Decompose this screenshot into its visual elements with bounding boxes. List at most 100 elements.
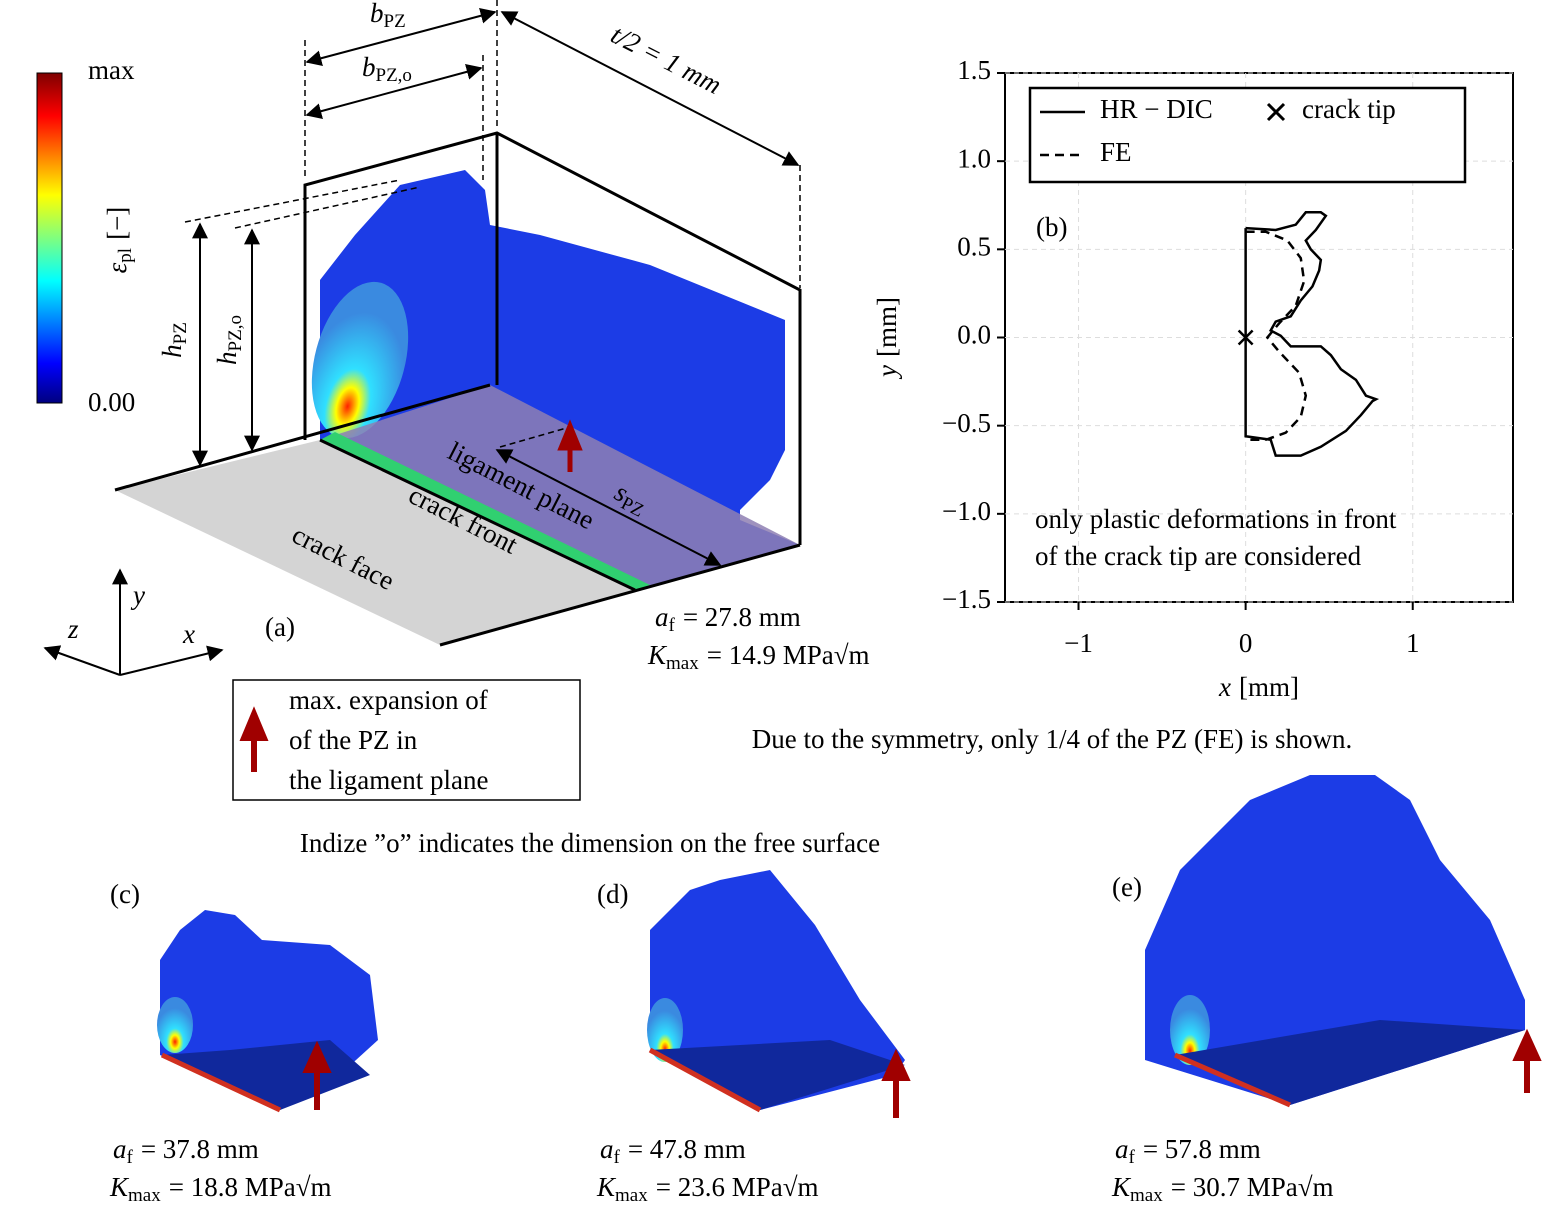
legend-box xyxy=(232,679,581,801)
axis-arrow xyxy=(43,645,121,676)
text: = 57.8 mm xyxy=(1143,1134,1261,1164)
legend-box-text: the ligament plane xyxy=(289,765,488,795)
text: = 27.8 mm xyxy=(683,602,801,632)
panel-label: (c) xyxy=(110,879,140,909)
subscript: f xyxy=(669,615,676,636)
series-line xyxy=(1245,230,1308,442)
symbol: K xyxy=(596,1172,617,1202)
axis-z: z xyxy=(67,614,79,644)
y-axis-label: y [mm] xyxy=(872,297,902,380)
red-arrow xyxy=(239,706,269,772)
red-arrow xyxy=(557,419,583,472)
chart-b xyxy=(1004,72,1514,603)
subscript: pl xyxy=(115,248,136,263)
panel-a-drawing xyxy=(36,0,802,676)
annotation: of the crack tip are considered xyxy=(1035,541,1362,571)
legend-label: HR − DIC xyxy=(1100,94,1213,124)
subscript: max xyxy=(615,1185,648,1206)
colorbar-min: 0.00 xyxy=(88,387,135,417)
note: Due to the symmetry, only 1/4 of the PZ … xyxy=(752,724,1352,754)
text: [−] xyxy=(102,207,132,240)
dim-guide xyxy=(234,186,421,229)
panel-label: (d) xyxy=(597,879,628,909)
symbol: K xyxy=(1111,1172,1132,1202)
crack-length: af = 37.8 mm xyxy=(113,1134,259,1168)
colorbar-label: εpl [−] xyxy=(102,207,136,274)
symbol: a xyxy=(600,1134,614,1164)
crack-length: af = 57.8 mm xyxy=(1115,1134,1261,1168)
edge xyxy=(439,543,801,647)
k-max: Kmax = 23.6 MPa√m xyxy=(596,1172,819,1206)
h-pz-label: hPZ xyxy=(157,322,191,358)
dim-arrow xyxy=(500,11,800,166)
dim-arrow xyxy=(495,449,722,566)
subscript: f xyxy=(127,1147,134,1168)
panel-c-drawing xyxy=(157,910,378,1113)
subscript: max xyxy=(1130,1185,1163,1206)
k-max: Kmax = 30.7 MPa√m xyxy=(1111,1172,1334,1206)
legend-label: crack tip xyxy=(1302,94,1396,124)
series-line xyxy=(1244,211,1380,457)
symbol: a xyxy=(655,602,669,632)
text: = 37.8 mm xyxy=(141,1134,259,1164)
text: [mm] xyxy=(1239,672,1299,702)
symbol: b xyxy=(370,0,384,28)
crack-tip-marker xyxy=(1237,329,1254,346)
symbol: b xyxy=(362,52,376,82)
crack-face xyxy=(115,440,635,645)
subscript: PZ xyxy=(170,322,191,344)
x-tick-label: 0 xyxy=(1239,628,1253,658)
b-pz-o-label: bPZ,o xyxy=(362,52,412,86)
axis-y: y xyxy=(130,580,145,610)
y-tick-label: 1.0 xyxy=(957,143,991,173)
dim-guide xyxy=(499,426,571,448)
y-tick-label: 0.5 xyxy=(957,232,991,262)
y-tick-label: −1.0 xyxy=(942,496,991,526)
symbol: K xyxy=(109,1172,130,1202)
panel-label: (a) xyxy=(265,612,295,642)
symbol: h xyxy=(212,351,242,365)
colorbar xyxy=(36,72,63,404)
panel-e-drawing xyxy=(1145,775,1542,1108)
crack-length: af = 27.8 mm xyxy=(655,602,801,636)
symbol: y xyxy=(872,365,902,380)
dim-guide xyxy=(184,179,401,223)
y-tick-label: −1.5 xyxy=(942,584,991,614)
symbol: K xyxy=(647,640,668,670)
text: = 30.7 MPa√m xyxy=(1171,1172,1334,1202)
symbol: h xyxy=(157,344,187,358)
crack-length: af = 47.8 mm xyxy=(600,1134,746,1168)
symbol: x xyxy=(1218,672,1231,702)
axis-arrow xyxy=(119,645,224,676)
panel-label: (e) xyxy=(1112,872,1142,902)
subscript: max xyxy=(128,1185,161,1206)
subscript: PZ,o xyxy=(376,65,412,86)
note: Indize ”o” indicates the dimension on th… xyxy=(300,828,880,858)
y-tick-label: 1.5 xyxy=(957,55,991,85)
annotation: only plastic deformations in front xyxy=(1035,504,1397,534)
text: = 47.8 mm xyxy=(628,1134,746,1164)
axis-x: x xyxy=(182,619,195,649)
thickness-label: t/2 = 1 mm xyxy=(606,19,726,100)
legend-label: FE xyxy=(1100,137,1132,167)
x-tick-label: −1 xyxy=(1064,628,1093,658)
y-tick-label: −0.5 xyxy=(942,408,991,438)
subscript: f xyxy=(1129,1147,1136,1168)
symbol: ε xyxy=(102,262,132,273)
subscript: f xyxy=(614,1147,621,1168)
dim-arrow xyxy=(305,7,497,67)
subscript: PZ,o xyxy=(225,315,246,351)
legend-box-text: of the PZ in xyxy=(289,725,418,755)
subscript: PZ xyxy=(384,11,406,32)
x-axis-label: x [mm] xyxy=(1218,672,1299,702)
legend xyxy=(1028,86,1467,184)
panel-label: (b) xyxy=(1036,212,1067,242)
k-max: Kmax = 14.9 MPa√m xyxy=(647,640,870,674)
b-pz-label: bPZ xyxy=(370,0,406,32)
text: [mm] xyxy=(872,297,902,357)
legend-marker xyxy=(1266,102,1286,122)
hot-spot xyxy=(311,281,409,439)
colorbar-max: max xyxy=(88,55,135,85)
h-pz-o-label: hPZ,o xyxy=(212,315,246,365)
